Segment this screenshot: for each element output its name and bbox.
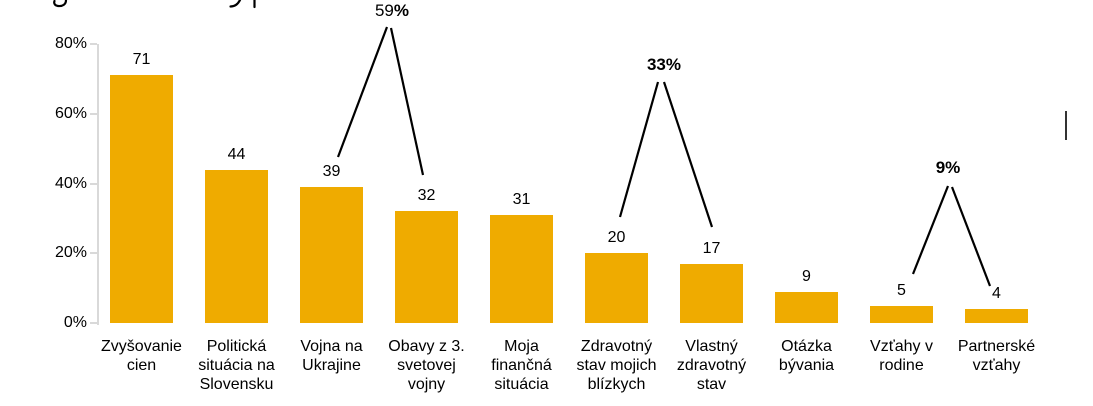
- y-axis-line: [97, 44, 99, 325]
- annotation-label: 33%: [647, 55, 681, 75]
- y-axis-tick: [90, 112, 97, 115]
- bar-value-label: 44: [227, 145, 246, 163]
- annotation-number: 9: [935, 158, 946, 177]
- category-label-line: stav mojich: [576, 357, 657, 374]
- category-label-line: Otázka: [781, 338, 832, 355]
- category-label: Politická situácia na Slovensku: [185, 337, 289, 394]
- annotation-percent-sign: %: [665, 55, 682, 74]
- category-label-line: rodine: [879, 357, 924, 374]
- annotation-connector-line: [389, 27, 425, 176]
- y-axis-tick: [90, 182, 97, 185]
- category-label-line: Moja: [504, 338, 539, 355]
- bar-value-label: 4: [992, 285, 1001, 303]
- bar-value-label: 9: [802, 267, 811, 285]
- bar-value-label: 20: [607, 229, 626, 247]
- bar: [965, 309, 1028, 323]
- y-axis-tick-label: 0%: [63, 314, 87, 331]
- bar: [300, 186, 363, 323]
- annotation-label: 59%: [375, 1, 409, 21]
- category-label-line: Vojna na: [300, 338, 363, 355]
- bar-value-label: 71: [132, 51, 151, 69]
- category-label-line: Vzťahy v: [870, 338, 933, 355]
- category-label-line: stav: [696, 376, 727, 393]
- y-axis-tick: [90, 43, 97, 45]
- y-axis-tick-label: 20%: [54, 244, 87, 262]
- category-label: Zdravotný stav mojich blízkych: [565, 337, 669, 394]
- category-label: Obavy z 3. svetovej vojny: [375, 337, 479, 394]
- y-axis-tick-label: 80%: [54, 35, 87, 52]
- bar: [870, 305, 933, 323]
- category-label-line: vzťahy: [972, 357, 1021, 374]
- category-label-line: zdravotný: [676, 357, 747, 374]
- category-label-line: Zvyšovanie: [101, 338, 182, 355]
- annotation-connector-line: [336, 26, 389, 158]
- annotation-connector-line: [950, 186, 992, 287]
- y-axis-tick-label: 60%: [54, 104, 87, 122]
- category-label-line: vojny: [407, 376, 446, 393]
- annotation-percent-sign: %: [945, 158, 961, 177]
- bar: [680, 263, 743, 323]
- category-label: Moja finančná situácia: [470, 337, 574, 394]
- bar: [585, 253, 648, 323]
- bar-value-label: 31: [512, 190, 531, 208]
- category-label-line: Politická: [206, 338, 267, 355]
- category-label-line: Slovensku: [199, 376, 274, 393]
- category-label-line: Ukrajine: [302, 357, 361, 374]
- bar: [490, 214, 553, 323]
- annotation-connector-line: [662, 81, 714, 228]
- bar: [395, 211, 458, 323]
- annotation-connector-line: [618, 81, 660, 218]
- category-label: Otázka bývania: [755, 337, 859, 375]
- category-label: Vojna na Ukrajine: [280, 337, 384, 375]
- category-label-line: cien: [126, 357, 157, 374]
- bar-value-label: 32: [417, 187, 436, 205]
- cropped-title-descenders-icon: [53, 0, 256, 9]
- category-label: Zvyšovanie cien: [90, 337, 194, 375]
- bar: [775, 291, 838, 323]
- category-label-line: Obavy z 3.: [388, 338, 465, 355]
- category-label-line: Vlastný: [685, 338, 738, 355]
- annotation-connector-line: [911, 185, 950, 275]
- category-label-line: Zdravotný: [580, 338, 653, 355]
- category-label-line: blízkych: [587, 376, 646, 393]
- category-label: Partnerské vzťahy: [945, 337, 1049, 375]
- category-label-line: bývania: [778, 357, 835, 374]
- category-label-line: situácia: [494, 376, 549, 393]
- category-label-line: situácia na: [198, 357, 275, 374]
- annotation-percent-sign: %: [393, 1, 410, 20]
- bar-value-label: 39: [322, 162, 341, 180]
- bar: [205, 169, 268, 323]
- annotation-number: 33: [646, 55, 666, 74]
- category-label-line: finančná: [491, 357, 552, 374]
- y-axis-tick-label: 40%: [54, 174, 87, 192]
- category-label-line: svetovej: [397, 357, 456, 374]
- annotation-number: 59: [374, 1, 394, 20]
- category-label: Vlastný zdravotný stav: [660, 337, 764, 394]
- bar-value-label: 5: [897, 281, 906, 299]
- bar-value-label: 17: [702, 239, 721, 257]
- y-axis-tick: [90, 252, 97, 255]
- category-label-line: Partnerské: [957, 338, 1036, 355]
- y-axis-tick: [90, 322, 97, 324]
- annotation-label: 9%: [936, 158, 961, 178]
- category-label: Vzťahy v rodine: [850, 337, 954, 375]
- bar: [110, 75, 173, 323]
